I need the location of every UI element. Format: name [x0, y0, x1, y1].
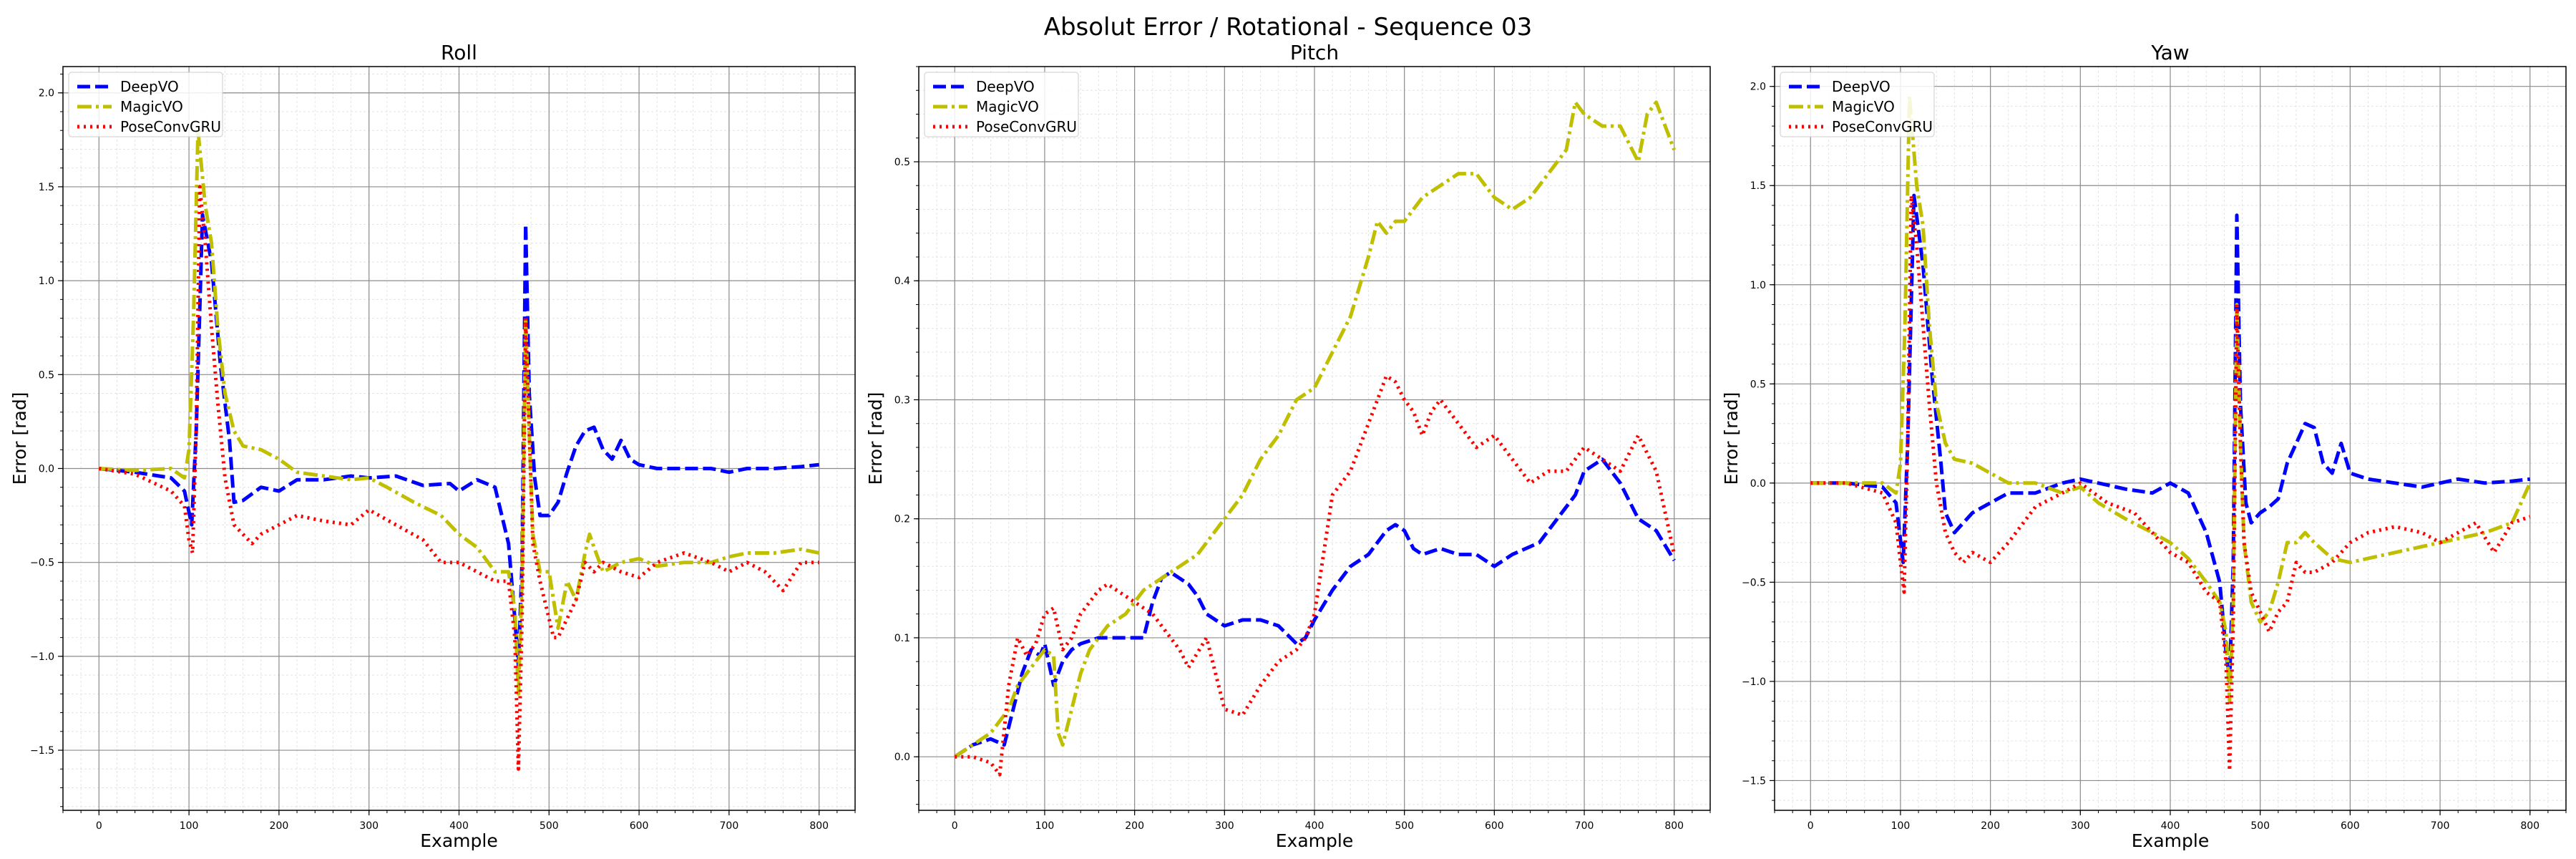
legend-label-poseconvgru: PoseConvGRU [976, 118, 1077, 135]
x-tick-label: 400 [2161, 820, 2180, 832]
y-tick-label: 0.4 [894, 276, 910, 287]
y-tick-label: 2.0 [39, 88, 54, 100]
axes-frame [62, 66, 856, 811]
series-line-deepvo [953, 457, 1676, 759]
y-tick-label: −1.5 [1742, 775, 1766, 787]
legend-label-poseconvgru: PoseConvGRU [120, 118, 221, 135]
subplot-roll: 0 100 200 300 400 500 600 700 800 −1.5 −1.0 −0.5 0.0… [9, 41, 856, 851]
legend-label-poseconvgru: PoseConvGRU [1832, 118, 1933, 135]
legend-label-deepvo: DeepVO [120, 78, 179, 95]
series-group [1810, 94, 2532, 773]
y-tick-label: 0.3 [894, 394, 910, 406]
subplot-pitch: 0 100 200 300 400 500 600 700 800 0.0 0.1 0.2 0.3 0.4… [865, 41, 1711, 851]
x-axis-label: Example [2132, 830, 2209, 851]
x-tick-label: 300 [359, 820, 379, 832]
x-tick-label: 100 [1035, 820, 1055, 832]
legend-label-deepvo: DeepVO [1832, 78, 1890, 95]
axes-frame [1774, 66, 2567, 811]
legend-label-magicvo: MagicVO [120, 98, 183, 115]
x-tick-label: 300 [1215, 820, 1234, 832]
y-tick-label: −1.0 [1742, 676, 1766, 688]
x-tick-label: 600 [630, 820, 649, 832]
legend-label-magicvo: MagicVO [976, 98, 1039, 115]
x-tick-label: 700 [1575, 820, 1594, 832]
x-tick-label: 400 [449, 820, 469, 832]
legend-label-deepvo: DeepVO [976, 78, 1035, 95]
y-tick-label: 1.0 [1750, 280, 1766, 291]
x-tick-label: 600 [2341, 820, 2360, 832]
y-tick-label: 0.1 [894, 633, 910, 644]
subplot-title: Yaw [2150, 41, 2189, 64]
x-tick-label: 200 [1125, 820, 1144, 832]
x-tick-label: 300 [2071, 820, 2090, 832]
x-tick-label: 0 [1807, 820, 1814, 832]
y-tick-label: 1.5 [1750, 180, 1766, 192]
figure-title: Absolut Error / Rotational - Sequence 03 [1044, 13, 1533, 42]
legend-label-magicvo: MagicVO [1832, 98, 1895, 115]
series-line-magicvo [99, 128, 820, 696]
x-tick-label: 800 [2520, 820, 2540, 832]
series-line-poseconvgru [955, 374, 1677, 777]
series-group [98, 128, 820, 771]
x-tick-label: 600 [1485, 820, 1504, 832]
x-tick-label: 800 [1664, 820, 1684, 832]
legend: DeepVO MagicVO PoseConvGRU [68, 72, 223, 137]
x-axis-label: Example [1276, 830, 1353, 851]
x-tick-label: 700 [720, 820, 739, 832]
series-group [953, 100, 1677, 777]
y-axis-label: Error [rad] [865, 392, 886, 485]
y-tick-label: −0.5 [30, 558, 54, 569]
x-tick-label: 500 [1395, 820, 1414, 832]
y-tick-label: 0.5 [1750, 379, 1766, 390]
x-tick-label: 100 [180, 820, 199, 832]
x-axis-label: Example [420, 830, 497, 851]
y-tick-label: −1.0 [30, 651, 54, 663]
subplot-yaw: 0 100 200 300 400 500 600 700 800 −1.5 −1.0 −0.5 0.0… [1721, 41, 2567, 851]
x-tick-label: 200 [1981, 820, 2000, 832]
x-tick-label: 0 [96, 820, 102, 832]
y-tick-label: 1.5 [39, 182, 54, 193]
subplot-title: Pitch [1290, 41, 1339, 64]
x-tick-label: 0 [952, 820, 958, 832]
y-tick-label: 0.2 [894, 514, 910, 525]
x-tick-label: 800 [809, 820, 829, 832]
legend: DeepVO MagicVO PoseConvGRU [924, 72, 1079, 137]
y-axis-label: Error [rad] [9, 392, 30, 485]
x-tick-label: 700 [2431, 820, 2450, 832]
subplot-title: Roll [441, 41, 477, 64]
y-tick-label: 0.5 [894, 157, 910, 168]
y-tick-label: 0.5 [39, 369, 54, 381]
y-axis-label: Error [rad] [1721, 392, 1742, 485]
x-tick-label: 500 [2250, 820, 2270, 832]
legend: DeepVO MagicVO PoseConvGRU [1780, 72, 1935, 137]
series-line-magicvo [953, 100, 1677, 759]
y-tick-label: 2.0 [1750, 82, 1766, 93]
x-tick-label: 100 [1891, 820, 1911, 832]
x-tick-label: 200 [270, 820, 289, 832]
series-line-magicvo [1810, 94, 2532, 704]
y-tick-label: 1.0 [39, 276, 54, 287]
y-tick-label: 0.0 [894, 752, 910, 763]
axes-frame [918, 66, 1711, 811]
y-tick-label: 0.0 [1750, 478, 1766, 490]
x-tick-label: 400 [1305, 820, 1324, 832]
y-tick-label: 0.0 [39, 463, 54, 475]
y-tick-label: −0.5 [1742, 577, 1766, 588]
y-tick-label: −1.5 [30, 745, 54, 757]
series-line-poseconvgru [1810, 193, 2531, 773]
x-tick-label: 500 [540, 820, 559, 832]
